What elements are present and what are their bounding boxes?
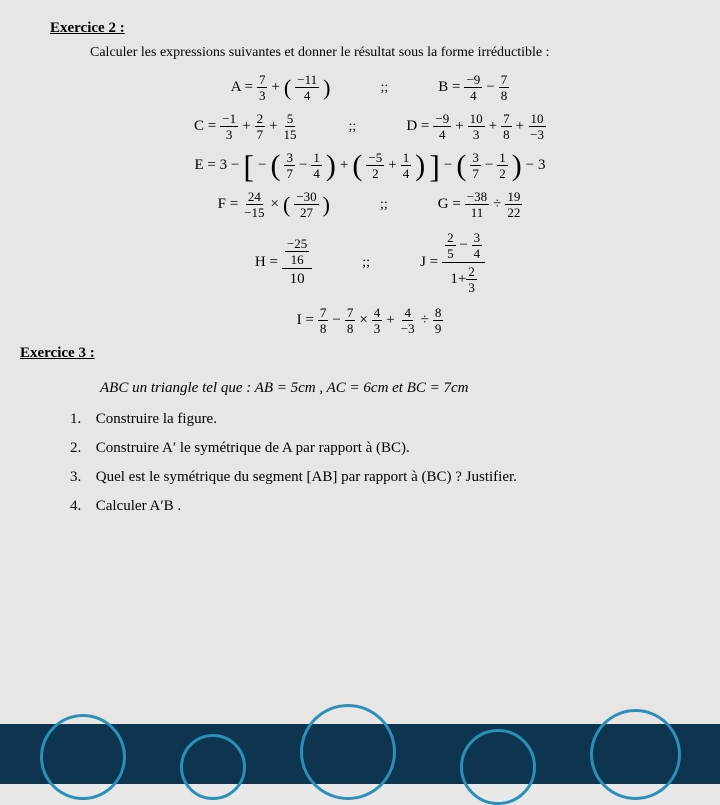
exercice-3-item-4: 4. Calculer A′B . — [70, 498, 690, 515]
exercice-3-item-1: 1. Construire la figure. — [70, 411, 690, 428]
exercice-3-title: Exercice 3 : — [20, 345, 690, 362]
separator: ;; — [362, 255, 370, 271]
exercice-3-item-2: 2. Construire A′ le symétrique de A par … — [70, 440, 690, 457]
separator: ;; — [349, 119, 357, 135]
eq-row-cd: C = −13 + 27 + 515 ;; D = −94 + 103 + 78… — [50, 112, 690, 141]
expression-F: F = 24−15 × ( −3027 ) — [218, 190, 330, 219]
exercice-2-title: Exercice 2 : — [50, 20, 690, 37]
F-label: F = — [218, 196, 239, 213]
exercice-2-instruction: Calculer les expressions suivantes et do… — [90, 45, 690, 61]
eq-row-hj: H = −2516 10 ;; J = 25 − 34 1+23 — [50, 229, 690, 296]
J-label: J = — [420, 254, 438, 271]
expression-G: G = −3811 ÷ 1922 — [438, 190, 523, 219]
H-label: H = — [255, 254, 278, 271]
eq-row-fg: F = 24−15 × ( −3027 ) ;; G = −3811 ÷ 192… — [50, 190, 690, 219]
A-label: A = — [231, 79, 253, 96]
worksheet-paper: Exercice 2 : Calculer les expressions su… — [0, 0, 720, 780]
expression-C: C = −13 + 27 + 515 — [194, 112, 299, 141]
exercice-3-item-3: 3. Quel est le symétrique du segment [AB… — [70, 469, 690, 486]
expression-J: J = 25 − 34 1+23 — [420, 229, 485, 296]
B-label: B = — [438, 79, 460, 96]
separator: ;; — [380, 80, 388, 96]
eq-row-ab: A = 73 + ( −114 ) ;; B = −94 − 78 — [50, 73, 690, 102]
expression-B: B = −94 − 78 — [438, 73, 509, 102]
expression-A: A = 73 + ( −114 ) — [231, 73, 331, 102]
eq-row-i: I = 78 − 78 × 43 + 4−3 ÷ 89 — [50, 306, 690, 335]
expression-H: H = −2516 10 — [255, 235, 312, 290]
expression-E: E = 3 − [ − ( 37 − 14 ) + ( −52 + 14 ) ]… — [194, 151, 545, 180]
C-label: C = — [194, 118, 216, 135]
E-label: E = 3 − — [194, 157, 239, 174]
expression-I: I = 78 − 78 × 43 + 4−3 ÷ 89 — [297, 306, 444, 335]
I-label: I = — [297, 312, 314, 329]
G-label: G = — [438, 196, 461, 213]
exercice-3-intro: ABC un triangle tel que : AB = 5cm , AC … — [100, 380, 690, 397]
D-label: D = — [406, 118, 429, 135]
expression-D: D = −94 + 103 + 78 + 10−3 — [406, 112, 546, 141]
separator: ;; — [380, 197, 388, 213]
tablecloth-decoration — [0, 724, 720, 784]
eq-row-e: E = 3 − [ − ( 37 − 14 ) + ( −52 + 14 ) ]… — [50, 151, 690, 180]
